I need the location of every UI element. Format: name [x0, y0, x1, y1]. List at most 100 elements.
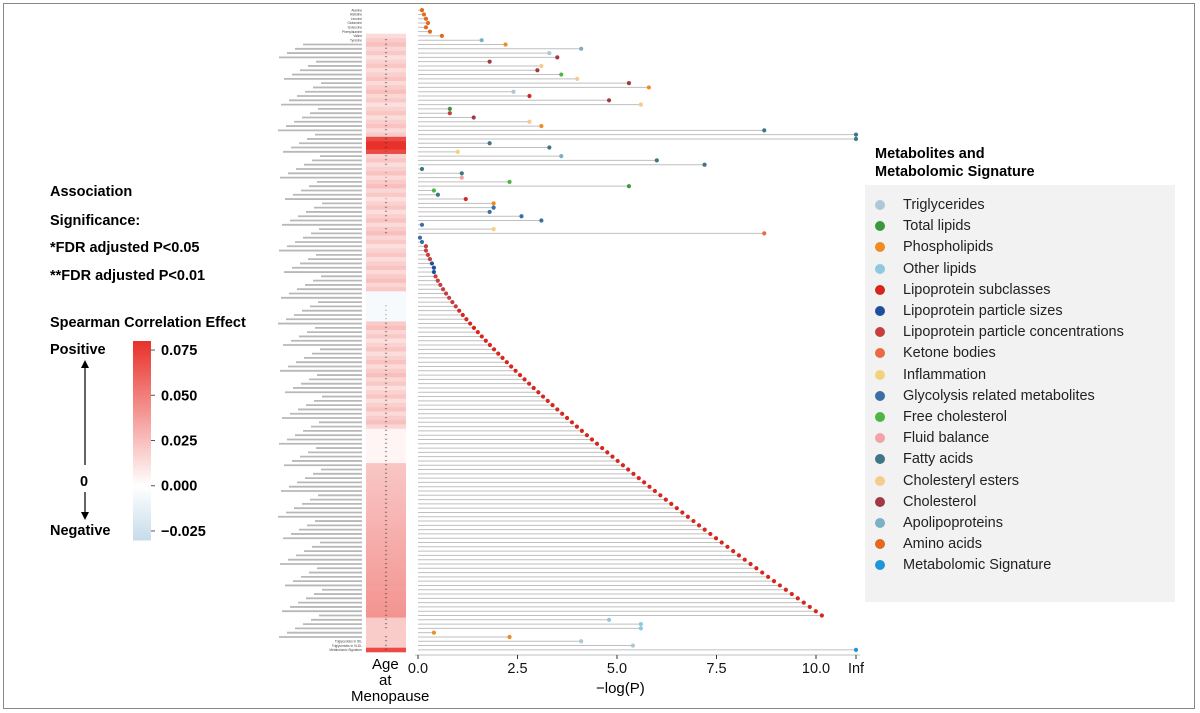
lollipop-point: [459, 171, 464, 176]
colorbar-segment: [133, 442, 151, 446]
colorbar-segment: [133, 495, 151, 499]
significance-star: **: [385, 202, 388, 206]
legend-swatch: [875, 306, 885, 316]
legend-item: Metabolomic Signature: [875, 555, 1051, 575]
lollipop-point: [658, 493, 663, 498]
heatmap-cell: [366, 609, 406, 614]
lollipop-point: [431, 188, 437, 193]
lollipop-point: [807, 604, 812, 610]
lollipop-point: [439, 33, 444, 39]
lollipop-point: [479, 334, 484, 339]
lollipop-point: [589, 437, 595, 442]
heatmap-cell: [366, 222, 406, 228]
row-label: Valine: [353, 34, 362, 38]
colorbar-segment: [133, 355, 151, 359]
heatmap-cell: [366, 334, 406, 339]
row-label: Triglycerides in IDL: [335, 639, 362, 643]
significance-star: **: [385, 391, 388, 395]
heatmap-cell: [366, 68, 406, 73]
lollipop-point: [760, 570, 765, 575]
significance-star: **: [385, 348, 388, 352]
lollipop-point: [463, 196, 468, 202]
significance-star: **: [385, 489, 388, 493]
significance-star: **: [385, 562, 388, 566]
significance-star: *: [385, 318, 387, 322]
colorbar-segment: [133, 532, 151, 536]
colorbar-segment: [133, 435, 151, 439]
lollipop-point: [615, 458, 620, 464]
lollipop-point: [443, 291, 449, 296]
heatmap-cell: [366, 201, 406, 206]
heatmap-cell: [366, 506, 406, 511]
lollipop-point: [431, 630, 437, 635]
heatmap-cell: [366, 445, 406, 451]
heatmap-cell: [366, 553, 406, 558]
lollipop-point: [606, 617, 612, 622]
heatmap-cell: [366, 647, 406, 653]
colorbar-segment: [133, 492, 151, 496]
significance-star: **: [385, 60, 388, 64]
lollipop-point: [433, 274, 438, 279]
significance-star: **: [385, 584, 388, 588]
lollipop-point: [507, 179, 512, 184]
heatmap-cell: [366, 72, 406, 77]
lollipop-point: [626, 467, 631, 472]
legend-swatch: [875, 242, 885, 253]
significance-star: **: [385, 373, 388, 377]
lollipop-point: [425, 252, 431, 257]
colorbar-segment: [133, 535, 151, 539]
colorbar-segment: [133, 370, 151, 374]
colorbar-segment: [133, 462, 151, 466]
heatmap-cell: [366, 111, 406, 116]
lollipop-point: [559, 72, 564, 77]
lollipop-point: [771, 579, 777, 584]
heatmap-cell: [366, 244, 406, 249]
lollipop-point: [427, 257, 433, 262]
legend-label: Metabolomic Signature: [903, 557, 1052, 574]
colorbar-segment: [133, 475, 151, 479]
significance-star: **: [385, 335, 388, 339]
lollipop-point: [569, 420, 575, 425]
heatmap-cell: [366, 308, 406, 314]
significance-star: **: [385, 476, 388, 480]
significance-star: **: [385, 549, 388, 553]
lollipop-point: [440, 287, 446, 292]
heatmap-cell: [366, 42, 406, 47]
significance-star: **: [385, 159, 388, 163]
lollipop-point: [527, 93, 532, 99]
lollipop-point: [427, 29, 433, 34]
lollipop-point: [669, 501, 674, 506]
lollipop-point: [638, 621, 643, 627]
lollipop-point: [431, 265, 437, 270]
significance-star: **: [385, 416, 388, 420]
heatmap-cell: [366, 501, 406, 507]
lollipop-point: [487, 342, 492, 348]
heatmap-cell: [366, 12, 406, 17]
legend-title-line2: Metabolomic Signature: [875, 164, 1035, 180]
colorbar-segment: [133, 490, 151, 494]
lollipop-point: [702, 162, 707, 167]
lollipop-point: [459, 175, 464, 180]
significance-star: **: [385, 455, 388, 459]
lollipop-point: [638, 626, 643, 631]
significance-star: **: [385, 232, 388, 236]
significance-star: **: [385, 446, 388, 450]
colorbar-segment: [133, 375, 151, 379]
legend-swatch: [875, 518, 885, 528]
significance-star: **: [385, 215, 388, 219]
colorbar-segment: [133, 428, 151, 432]
row-label: Glutamine: [347, 21, 362, 25]
significance-star: **: [385, 184, 388, 188]
legend-swatch: [875, 284, 885, 295]
legend-swatch: [875, 348, 885, 359]
colorbar-segment: [133, 515, 151, 519]
figure-frame: [3, 3, 1195, 709]
lollipop-point: [457, 308, 462, 313]
lollipop-point: [419, 222, 425, 227]
legend-item: Ketone bodies: [875, 343, 996, 363]
lollipop-point: [539, 123, 544, 129]
heatmap-cell: [366, 587, 406, 593]
lollipop-point: [620, 463, 626, 468]
heatmap-cell: [366, 85, 406, 90]
x-tick-label: 2.5: [507, 661, 527, 677]
